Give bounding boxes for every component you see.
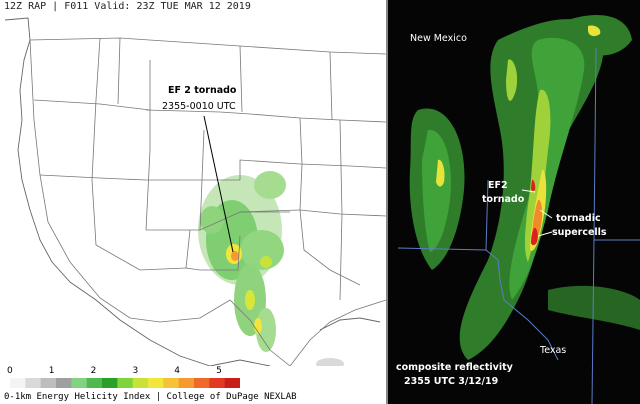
label-tornadic-line2: supercells (552, 227, 607, 238)
model-header: 12Z RAP | F011 Valid: 23Z TUE MAR 12 201… (4, 1, 251, 12)
radar-echoes (409, 14, 640, 361)
radar-panel: New Mexico Texas EF2 tornado tornadic su… (388, 0, 640, 404)
colorbar-swatch (163, 378, 180, 388)
colorbar-ticks: 0 1 2 3 4 5 (0, 366, 386, 378)
colorbar-swatch (56, 378, 72, 388)
colorbar-swatch (25, 378, 42, 388)
radar-pointer-lines (521, 189, 553, 237)
colorbar-swatch (117, 378, 134, 388)
colorbar-scale (10, 378, 240, 388)
label-ef2-line1: EF2 (488, 180, 508, 191)
ef2-pointer-line (203, 115, 234, 253)
colorbar-tick-label: 4 (174, 366, 181, 376)
colorbar-swatch (178, 378, 195, 388)
label-texas: Texas (540, 345, 567, 356)
colorbar-swatch (86, 378, 103, 388)
colorbar-tick-label: 2 (90, 366, 97, 376)
colorbar-tick-label: 5 (216, 366, 222, 376)
label-new-mexico: New Mexico (410, 33, 467, 44)
colorbar-swatch (194, 378, 210, 388)
radar-caption-title: composite reflectivity (396, 362, 513, 373)
state-borders (397, 47, 640, 404)
colorbar-tick-label: 0 (7, 366, 13, 376)
label-tornadic-line1: tornadic (556, 213, 601, 224)
state-borders (29, 37, 386, 366)
colorbar-swatch (102, 378, 118, 388)
colorbar-caption: 0-1km Energy Helicity Index | College of… (4, 392, 297, 402)
colorbar-swatch (148, 378, 164, 388)
radar-reflectivity-map (397, 14, 640, 404)
radar-caption-time: 2355 UTC 3/12/19 (404, 376, 499, 387)
colorbar-tick-label: 1 (48, 366, 55, 376)
colorbar-swatch (209, 378, 226, 388)
ehi-shading (198, 171, 344, 366)
colorbar-swatch (132, 378, 149, 388)
colorbar-tick-label: 3 (132, 366, 139, 376)
ef2-annotation-time: 2355-0010 UTC (162, 101, 236, 112)
coastline (4, 17, 381, 366)
panel-divider (386, 0, 388, 404)
colorbar-swatch (71, 378, 88, 388)
us-map (4, 17, 386, 366)
ef2-annotation-title: EF 2 tornado (168, 85, 237, 96)
colorbar-swatch (40, 378, 57, 388)
ehi-forecast-panel: 12Z RAP | F011 Valid: 23Z TUE MAR 12 201… (0, 1, 386, 404)
colorbar: 0 1 2 3 4 5 0-1km Energy Helicity Index | Col… (0, 366, 386, 404)
colorbar-swatch (224, 378, 240, 388)
label-ef2-line2: tornado (482, 194, 525, 205)
colorbar-swatch (10, 378, 26, 388)
